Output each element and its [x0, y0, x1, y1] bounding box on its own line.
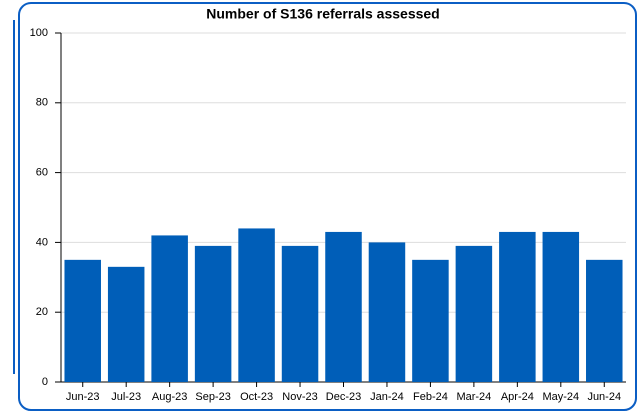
x-tick-label: May-24 [542, 391, 579, 403]
bar [586, 259, 623, 382]
bar [238, 228, 275, 382]
y-tick-label: 20 [36, 306, 48, 318]
x-tick-label: Dec-23 [326, 391, 361, 403]
x-tick-label: Apr-24 [501, 391, 534, 403]
y-tick-label: 60 [36, 167, 48, 179]
bar [64, 259, 101, 382]
x-tick-label: Jun-24 [587, 391, 621, 403]
bar [281, 245, 319, 382]
bar [499, 231, 536, 382]
y-tick-label: 40 [36, 236, 48, 248]
bar [325, 231, 362, 382]
x-tick-label: Oct-23 [240, 391, 273, 403]
x-tick-label: Mar-24 [456, 391, 491, 403]
bar [151, 235, 188, 382]
x-tick-label: Jun-23 [66, 391, 100, 403]
x-tick-label: Nov-23 [282, 391, 317, 403]
bar [412, 259, 449, 382]
chart-title: Number of S136 referrals assessed [206, 6, 439, 22]
y-tick-label: 0 [42, 376, 48, 388]
y-tick-label: 100 [30, 27, 48, 39]
y-tick-label: 80 [36, 97, 48, 109]
x-tick-label: Jul-23 [111, 391, 141, 403]
x-tick-label: Sep-23 [195, 391, 230, 403]
bar [455, 245, 493, 382]
bar [542, 231, 580, 382]
x-tick-label: Jan-24 [370, 391, 404, 403]
bar [368, 242, 406, 382]
bar [107, 266, 145, 382]
x-tick-label: Feb-24 [413, 391, 448, 403]
bar [194, 245, 232, 382]
x-tick-label: Aug-23 [152, 391, 187, 403]
